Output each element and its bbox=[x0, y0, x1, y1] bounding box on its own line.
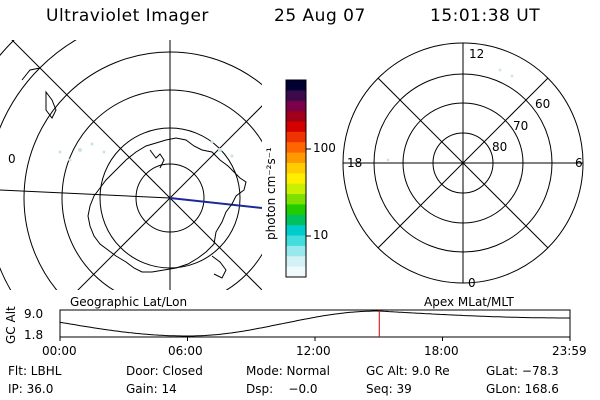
gain-status: Gain: 14 bbox=[126, 382, 177, 396]
x-tick-marks bbox=[59, 337, 571, 341]
coastline-detail bbox=[21, 67, 41, 81]
door-status: Door: Closed bbox=[126, 364, 203, 378]
colorbar-cell bbox=[286, 142, 306, 154]
header-date: 25 Aug 07 bbox=[274, 6, 366, 26]
coastline-detail bbox=[149, 149, 165, 169]
mlt-label-right: 6 bbox=[575, 156, 583, 170]
colorbar-cell bbox=[286, 152, 306, 164]
glat-status: GLat: −78.3 bbox=[486, 364, 559, 378]
geographic-map bbox=[0, 40, 262, 290]
colorbar-cell bbox=[286, 204, 306, 216]
altitude-track-plot bbox=[59, 309, 571, 341]
glon-status: GLon: 168.6 bbox=[486, 382, 559, 396]
colorbar-tick-label: 10 bbox=[313, 228, 329, 242]
altitude-tick-label: 9.0 bbox=[24, 307, 44, 321]
colorbar-cell bbox=[286, 235, 306, 247]
colorbar-cell bbox=[286, 173, 306, 185]
colorbar-unit-label: photon cm⁻²s⁻¹ bbox=[264, 147, 278, 240]
altitude-curve bbox=[59, 310, 570, 337]
gc-alt-status: GC Alt: 9.0 Re bbox=[366, 364, 450, 378]
filter-status: Flt: LBHL bbox=[8, 364, 62, 378]
colorbar-cell bbox=[286, 90, 306, 102]
colorbar-cell bbox=[286, 214, 306, 226]
coastline-detail bbox=[45, 90, 57, 119]
colorbar-cell bbox=[286, 121, 306, 133]
time-tick-label: 00:00 bbox=[42, 344, 77, 358]
colorbar-cell bbox=[286, 225, 306, 237]
colorbar-cell bbox=[286, 194, 306, 205]
dsp-status: Dsp: −0.0 bbox=[246, 382, 318, 396]
altitude-tick-label: 1.8 bbox=[24, 328, 44, 342]
altitude-axis-label: GC Alt bbox=[4, 306, 18, 344]
colorbar-cell bbox=[286, 183, 306, 195]
ip-status: IP: 36.0 bbox=[8, 382, 54, 396]
magnetic-polar-plot bbox=[342, 42, 584, 284]
colorbar-cell bbox=[286, 266, 306, 278]
coastline bbox=[87, 137, 247, 273]
mlt-label-left: 18 bbox=[347, 156, 363, 170]
terminator-line bbox=[169, 197, 262, 209]
mode-status: Mode: Normal bbox=[246, 364, 330, 378]
coastline-detail bbox=[211, 255, 227, 279]
aurora-specks bbox=[58, 140, 234, 162]
colorbar-cell bbox=[286, 162, 306, 174]
mlat-label: 70 bbox=[513, 119, 529, 133]
colorbar-tick-label: 100 bbox=[313, 141, 336, 155]
colorbar-cell bbox=[286, 245, 306, 257]
mlt-label-bottom: 0 bbox=[468, 276, 476, 290]
time-tick-label: 12:00 bbox=[296, 344, 331, 358]
time-tick-label: 23:59 bbox=[552, 344, 587, 358]
time-tick-label: 06:00 bbox=[168, 344, 203, 358]
longitude-grid bbox=[0, 40, 262, 290]
colorbar-cell bbox=[286, 111, 306, 122]
colorbar-cell bbox=[286, 131, 306, 143]
colorbar-cell bbox=[286, 80, 306, 91]
time-tick-label: 18:00 bbox=[424, 344, 459, 358]
mlat-label: 80 bbox=[492, 140, 508, 154]
colorbar-cell bbox=[286, 100, 306, 112]
mlt-label-top: 12 bbox=[469, 47, 485, 61]
mlat-label: 60 bbox=[535, 97, 551, 111]
colorbar-cell bbox=[286, 256, 306, 268]
right-map-caption: Apex MLat/MLT bbox=[424, 295, 514, 309]
seq-status: Seq: 39 bbox=[366, 382, 412, 396]
left-map-caption: Geographic Lat/Lon bbox=[70, 295, 188, 309]
header-time: 15:01:38 UT bbox=[430, 6, 541, 26]
app-title: Ultraviolet Imager bbox=[46, 6, 209, 26]
colorbar bbox=[285, 79, 311, 278]
mlt-spokes bbox=[343, 43, 583, 283]
longitude-edge-label: 0 bbox=[8, 152, 16, 166]
